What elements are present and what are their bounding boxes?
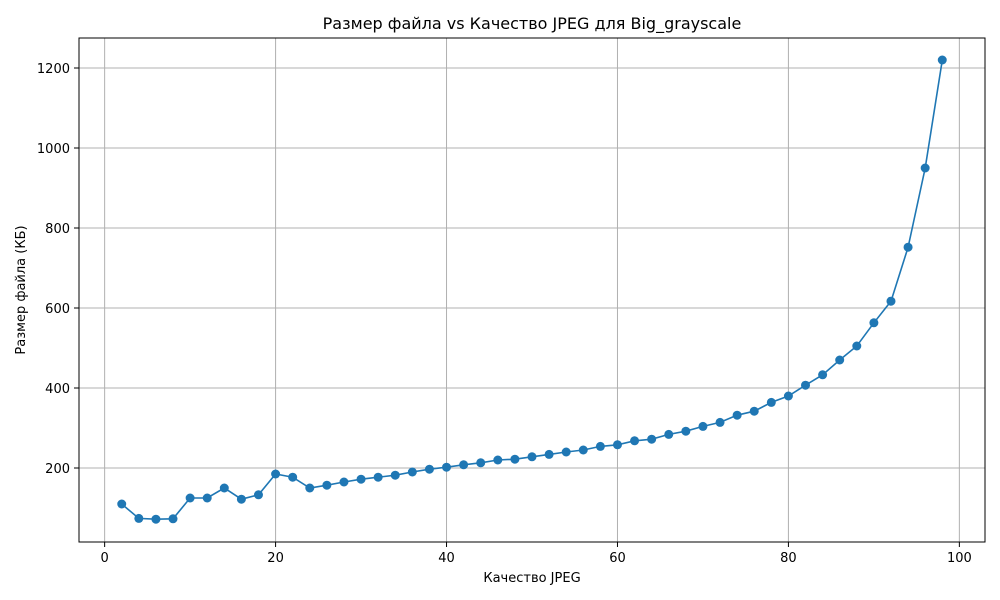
data-point	[356, 474, 366, 484]
data-point	[647, 434, 657, 444]
data-point	[664, 429, 674, 439]
grid	[79, 38, 985, 542]
data-point	[852, 341, 862, 351]
data-point	[595, 441, 605, 451]
y-tick-label: 200	[45, 462, 70, 477]
data-point	[424, 464, 434, 474]
x-axis-label: Качество JPEG	[483, 571, 580, 586]
data-point	[168, 514, 178, 524]
x-tick-label: 100	[947, 551, 972, 566]
data-point	[305, 483, 315, 493]
x-tick-label: 20	[267, 551, 284, 566]
data-point	[151, 514, 161, 524]
data-point	[783, 391, 793, 401]
data-point	[818, 370, 828, 380]
data-point	[442, 462, 452, 472]
data-series	[117, 55, 947, 524]
data-point	[544, 449, 554, 459]
y-tick-label: 600	[45, 302, 70, 317]
data-point	[236, 494, 246, 504]
y-tick-label: 800	[45, 222, 70, 237]
data-point	[869, 318, 879, 328]
data-point	[732, 410, 742, 420]
data-point	[561, 447, 571, 457]
data-point	[339, 477, 349, 487]
data-point	[253, 490, 263, 500]
data-point	[766, 397, 776, 407]
data-point	[117, 499, 127, 509]
x-tick-label: 80	[780, 551, 797, 566]
data-point	[698, 421, 708, 431]
data-point	[459, 460, 469, 470]
data-point	[322, 480, 332, 490]
x-tick-label: 0	[101, 551, 109, 566]
y-tick-label: 1000	[37, 142, 70, 157]
data-point	[630, 436, 640, 446]
data-point	[749, 406, 759, 416]
chart-title: Размер файла vs Качество JPEG для Big_gr…	[323, 14, 742, 34]
y-tick-label: 1200	[37, 62, 70, 77]
data-point	[886, 296, 896, 306]
data-point	[920, 163, 930, 173]
data-point	[937, 55, 947, 65]
data-point	[407, 467, 417, 477]
plot-frame	[78, 37, 986, 543]
data-point	[373, 472, 383, 482]
data-point	[715, 417, 725, 427]
x-tick-label: 60	[609, 551, 626, 566]
data-point	[288, 472, 298, 482]
data-point	[612, 440, 622, 450]
data-point	[493, 455, 503, 465]
y-axis-label: Размер файла (КБ)	[14, 225, 29, 354]
data-point	[390, 470, 400, 480]
data-point	[271, 469, 281, 479]
y-tick-label: 400	[45, 382, 70, 397]
data-point	[903, 242, 913, 252]
data-point	[134, 513, 144, 523]
data-point	[202, 493, 212, 503]
axis-ticks: 0 20 40 60 80 100 200 400 600 800 1000 1200	[37, 62, 972, 566]
data-point	[527, 452, 537, 462]
data-point	[801, 380, 811, 390]
data-point	[681, 426, 691, 436]
data-point	[835, 355, 845, 365]
series-line	[121, 59, 944, 521]
x-tick-label: 40	[438, 551, 455, 566]
data-point	[219, 483, 229, 493]
data-point	[510, 454, 520, 464]
data-point	[578, 445, 588, 455]
data-point	[476, 458, 486, 468]
data-point	[185, 493, 195, 503]
